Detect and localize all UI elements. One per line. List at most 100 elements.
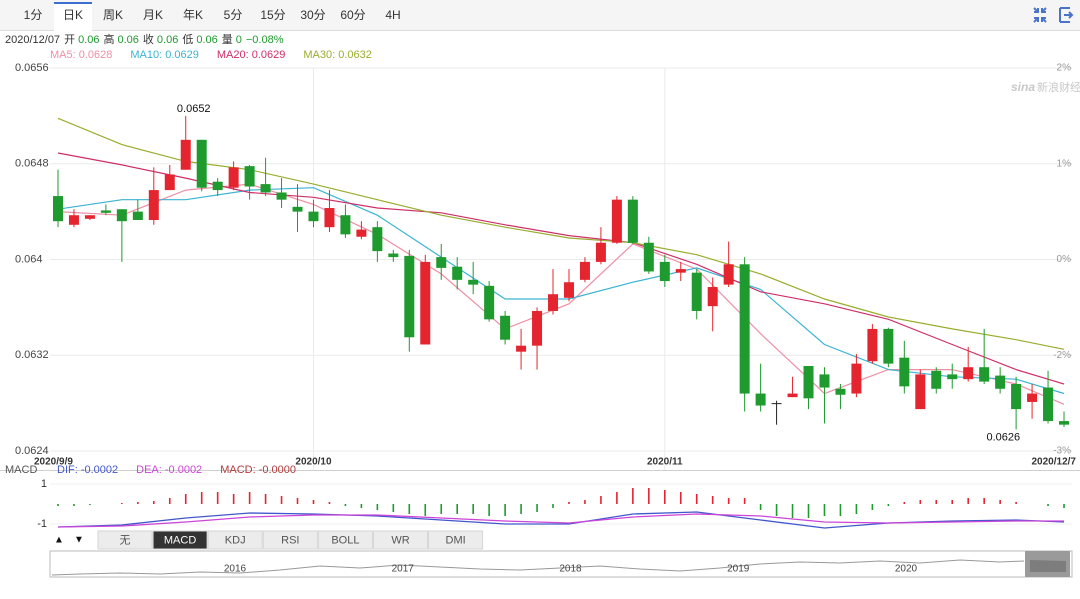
- candle-body: [532, 310, 543, 346]
- x-tick-label: 2020/12/7: [1032, 457, 1077, 468]
- macd-bar: [679, 492, 682, 504]
- timeframe-tab[interactable]: 年K: [183, 8, 203, 22]
- candle-body: [356, 229, 367, 237]
- candle-body: [883, 328, 894, 364]
- macd-bar: [440, 504, 443, 514]
- timeframe-tab[interactable]: 30分: [300, 8, 325, 22]
- macd-bar: [999, 500, 1001, 504]
- indicator-button[interactable]: [428, 530, 484, 550]
- y2-tick-label: 1%: [1057, 158, 1072, 169]
- candle-body: [452, 266, 463, 280]
- indicator-label[interactable]: DMI: [446, 534, 466, 546]
- macd-bar: [584, 500, 586, 504]
- legend-entry: DIF: -0.0002: [57, 464, 118, 476]
- timeframe-tab[interactable]: 日K: [63, 8, 83, 22]
- info-label: 高: [103, 32, 114, 46]
- timeframe-tab[interactable]: 1分: [24, 8, 43, 22]
- candle-body: [995, 375, 1006, 389]
- y2-tick-label: 0%: [1057, 254, 1072, 265]
- candle-body: [931, 370, 942, 389]
- indicator-button[interactable]: [373, 530, 428, 550]
- candle-body: [132, 211, 143, 221]
- indicator-label[interactable]: WR: [391, 534, 409, 546]
- indicator-label[interactable]: RSI: [281, 534, 299, 546]
- navigator-year: 2019: [727, 564, 750, 575]
- macd-bar: [743, 498, 746, 504]
- candle-body: [611, 199, 622, 243]
- info-label: 开: [64, 34, 75, 46]
- timeframe-tab[interactable]: 4H: [385, 8, 400, 22]
- macd-bar: [967, 498, 970, 504]
- legend-entry: MA10: 0.0629: [130, 49, 199, 61]
- candle-body: [1043, 387, 1054, 422]
- macd-bar: [328, 502, 331, 504]
- indicator-button[interactable]: [152, 530, 208, 550]
- macd-bar: [376, 504, 379, 510]
- candle-body: [212, 181, 223, 191]
- max-annotation: 0.0652: [177, 103, 211, 115]
- min-annotation: 0.0626: [986, 431, 1020, 443]
- info-value: 0: [236, 34, 242, 46]
- candle-body: [276, 192, 287, 200]
- macd-title: MACD: [5, 464, 37, 476]
- info-value: 0.06: [196, 34, 217, 46]
- timeframe-tab[interactable]: 60分: [340, 8, 365, 22]
- indicator-button[interactable]: [317, 530, 373, 550]
- candle-body: [388, 253, 399, 258]
- indicator-label[interactable]: BOLL: [331, 534, 359, 546]
- fullscreen-icon[interactable]: [1033, 7, 1074, 23]
- candle-body: [595, 242, 606, 262]
- candle-body: [755, 393, 766, 406]
- macd-bar: [488, 504, 490, 516]
- x-tick-label: 2020/9/9: [34, 457, 73, 468]
- macd-bar: [775, 504, 778, 516]
- navigator-year: 2018: [559, 564, 582, 575]
- macd-bar: [855, 504, 858, 514]
- candle-body: [787, 393, 798, 398]
- candle-body: [643, 242, 654, 272]
- indicator-button[interactable]: [97, 530, 153, 550]
- macd-bar: [536, 504, 538, 512]
- candle-body: [1059, 421, 1070, 425]
- navigator-year: 2020: [895, 564, 918, 575]
- candle-body: [404, 255, 415, 338]
- macd-bar: [711, 496, 714, 504]
- info-value: 0.06: [157, 34, 178, 46]
- candle-body: [244, 166, 255, 187]
- watermark-logo: sina: [1011, 80, 1035, 94]
- macd-bar: [184, 494, 187, 504]
- macd-bar: [216, 492, 219, 504]
- legend-entry: MA5: 0.0628: [50, 49, 112, 61]
- indicator-label[interactable]: 无: [120, 534, 131, 546]
- indicator-button[interactable]: [207, 530, 263, 550]
- scroll-arrow[interactable]: ▲: [54, 535, 64, 546]
- macd-bar: [791, 504, 794, 518]
- candle-body: [723, 264, 734, 285]
- info-label: 量: [222, 33, 233, 46]
- candle-body: [691, 272, 702, 311]
- legend-entry: MA20: 0.0629: [217, 49, 286, 61]
- candle-body: [260, 184, 271, 193]
- candle-body: [308, 211, 319, 222]
- macd-bar: [1047, 504, 1049, 506]
- indicator-button[interactable]: [262, 530, 318, 550]
- y2-tick-label: -2%: [1053, 350, 1071, 361]
- candle-body: [627, 199, 638, 243]
- macd-bar: [73, 504, 75, 506]
- candle-body: [500, 315, 511, 340]
- info-label: 收: [143, 32, 154, 46]
- candle-body: [292, 206, 303, 212]
- macd-bar: [200, 492, 203, 504]
- indicator-label[interactable]: KDJ: [225, 534, 246, 546]
- timeframe-tab[interactable]: 周K: [103, 8, 123, 22]
- indicator-label[interactable]: MACD: [164, 534, 196, 546]
- candle-body: [468, 279, 479, 285]
- candle-body: [484, 285, 495, 320]
- info-value: 0.06: [117, 34, 138, 46]
- scroll-arrow[interactable]: ▼: [74, 535, 84, 546]
- timeframe-tab[interactable]: 5分: [224, 8, 243, 22]
- timeframe-tab[interactable]: 15分: [260, 8, 285, 22]
- macd-bar: [152, 501, 155, 504]
- timeframe-tab[interactable]: 月K: [143, 8, 163, 22]
